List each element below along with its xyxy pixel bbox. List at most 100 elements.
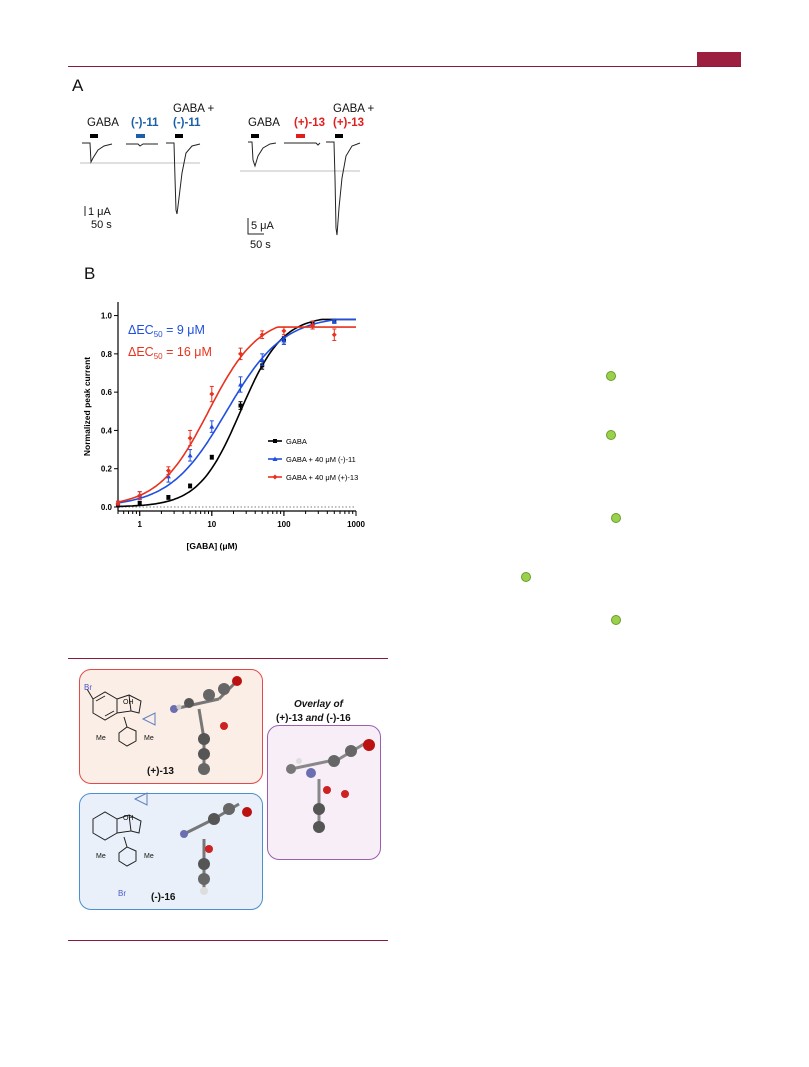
structure-13-2d [86,688,156,747]
y-tick-label: 0.0 [101,503,113,512]
overlay-title-1: Overlay of [294,699,343,710]
series-curve [117,318,356,508]
trace-gaba-right [248,141,277,168]
atom-oh-16: OH [123,815,134,822]
model-13-3d [170,676,242,775]
data-point [331,318,337,324]
application-bar-drug-right [296,134,305,138]
scale-y-right: 5 μA [251,220,274,232]
header-rule [68,66,741,67]
header-accent-tab [697,52,741,66]
data-point [238,403,243,408]
scale-bar-right [247,218,264,235]
trace-gaba-left [82,142,113,164]
label-combo-right-2: (+)-13 [333,117,364,129]
ec50-annotation: ΔEC50 = 9 μM [128,323,205,339]
data-point [259,357,265,362]
overlay-title-16: (-)-16 [326,713,351,724]
panel-a-letter: A [72,76,84,95]
model-overlay-3d [286,739,375,833]
x-tick-label: 100 [277,520,291,529]
data-point [237,381,243,387]
y-tick-label: 0.4 [101,426,113,435]
data-point [281,328,287,334]
caption-16: (-)-16 [151,892,176,903]
caption-13: (+)-13 [147,766,174,777]
atom-me-16b: Me [144,853,154,860]
overlay-title-2: (+)-13 and (-)-16 [276,713,351,724]
x-axis-label: [GABA] (μM) [187,541,238,551]
y-tick-label: 0.2 [101,465,113,474]
data-point [165,468,171,474]
trace-combo-left [166,142,201,215]
trace-combo-right [326,141,361,236]
reference-marker[interactable] [611,615,621,625]
data-point [259,332,265,338]
atom-me-13a: Me [96,735,106,742]
figure-rule-top [68,658,388,659]
legend-label: GABA + 40 μM (-)-11 [286,455,356,464]
label-combo-left-2: (-)-11 [173,117,201,129]
y-axis-label: Normalized peak current [82,357,92,456]
series-curve [117,326,356,503]
atom-me-16a: Me [96,853,106,860]
data-point [166,495,171,500]
model-16-3d [180,802,252,895]
application-bar-combo-right [335,134,343,138]
data-point [137,493,143,499]
trace-drug-right [284,142,321,146]
atom-oh-13: OH [123,699,134,706]
scale-x-left: 50 s [91,219,112,231]
x-tick-label: 10 [207,520,216,529]
data-point [209,455,214,460]
legend-marker [272,456,278,461]
atom-me-13b: Me [144,735,154,742]
data-point [331,332,337,338]
data-point [115,500,121,506]
data-point [187,452,193,458]
reference-marker[interactable] [521,572,531,582]
legend-marker [272,474,278,480]
reference-marker[interactable] [606,371,616,381]
atom-br-13: Br [84,683,92,692]
legend-label: GABA [286,437,307,446]
trace-drug-left [126,143,158,147]
application-bar-gaba-right [251,134,259,138]
y-tick-label: 0.6 [101,388,113,397]
data-point [137,501,142,506]
compound-13-box [79,669,263,784]
atom-br-16: Br [118,889,126,898]
overlay-title-and: and [302,713,327,724]
overlay-title-13: (+)-13 [276,713,303,724]
panel-b-letter: B [84,264,96,283]
data-point [310,322,316,328]
label-gaba-right: GABA [248,117,280,129]
application-bar-drug [136,134,145,138]
x-tick-label: 1 [137,520,142,529]
series-curve [117,318,356,504]
label-combo-left-1: GABA + [173,103,215,115]
data-point [188,483,193,488]
reference-marker[interactable] [611,513,621,523]
y-tick-label: 1.0 [101,312,113,321]
dose-response-chart: 0.0 0.2 0.4 0.6 0.8 1.0 1 10 100 1000 [GABA] (μM) N… [82,302,365,551]
current-traces [80,141,361,236]
scale-x-right: 50 s [250,239,271,251]
label-drug-right: (+)-13 [294,117,325,129]
structure-16-2d [92,792,148,867]
label-drug-left: (-)-11 [131,117,159,129]
application-bar-gaba [90,134,98,138]
data-point [209,391,215,397]
ec50-annotation: ΔEC50 = 16 μM [128,345,212,361]
x-tick-label: 1000 [347,520,365,529]
data-point [187,435,193,441]
reference-marker[interactable] [606,430,616,440]
data-point [237,351,243,357]
application-bar-combo [175,134,183,138]
data-point [209,424,215,429]
scale-y-left: 1 μA [88,206,111,218]
y-tick-label: 0.8 [101,350,113,359]
legend-marker [273,439,277,443]
data-point [281,337,287,343]
legend-label: GABA + 40 μM (+)-13 [286,473,358,482]
